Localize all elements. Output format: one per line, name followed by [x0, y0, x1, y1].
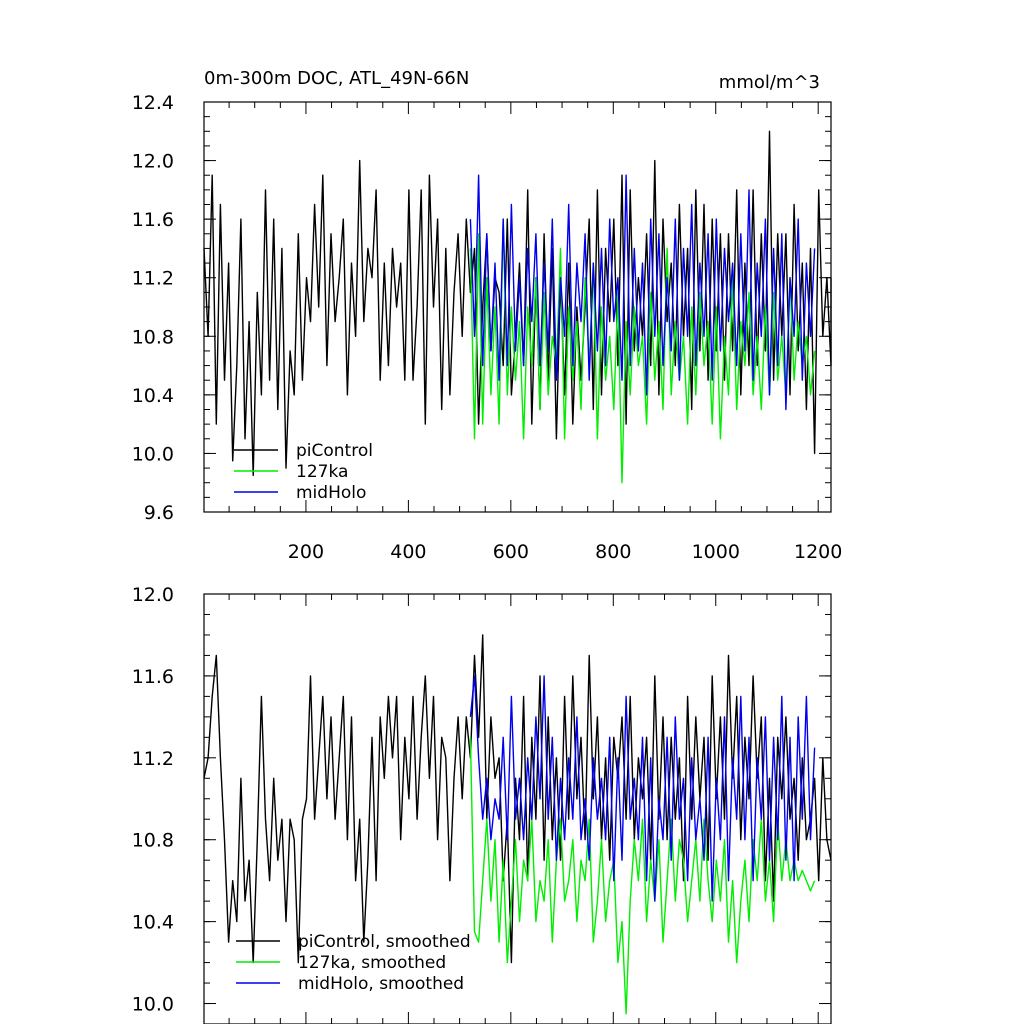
bottom-series-lines — [203, 634, 832, 1015]
x-tick-label: 400 — [390, 541, 426, 563]
legend-label: piControl, smoothed — [298, 932, 471, 952]
legend-label: piControl — [296, 441, 373, 461]
y-tick-label: 12.4 — [132, 92, 174, 114]
top-axis-ticks: 9.6 10.0 10.4 10.8 11.2 11.6 12.0 12.4 200 400 600… — [132, 92, 843, 563]
y-tick-label: 11.6 — [132, 666, 174, 688]
y-tick-label: 9.6 — [144, 502, 174, 524]
y-tick-label: 11.2 — [132, 748, 174, 770]
panel-bottom: 10.0 10.4 10.8 11.2 11.6 12.0 piControl, smoo… — [132, 584, 832, 1024]
chart-title: 0m-300m DOC, ATL_49N-66N — [204, 68, 469, 89]
y-tick-label: 10.0 — [132, 994, 174, 1016]
y-tick-label: 10.0 — [132, 443, 174, 465]
top-plot-frame — [203, 101, 832, 513]
series-line-0 — [203, 130, 832, 477]
y-tick-label: 10.4 — [132, 385, 174, 407]
series-line-2 — [469, 675, 816, 902]
x-tick-label: 1000 — [692, 541, 740, 563]
series-line-0 — [203, 634, 832, 964]
y-tick-label: 12.0 — [132, 151, 174, 173]
x-tick-label: 1200 — [794, 541, 842, 563]
y-tick-label: 10.4 — [132, 912, 174, 934]
x-tick-label: 800 — [595, 541, 631, 563]
series-line-1 — [469, 218, 816, 484]
legend-label: 127ka, smoothed — [298, 953, 446, 973]
x-tick-label: 200 — [288, 541, 324, 563]
bottom-plot-frame — [203, 593, 832, 1024]
bottom-axis-ticks: 10.0 10.4 10.8 11.2 11.6 12.0 — [132, 584, 831, 1024]
top-series-lines — [203, 130, 832, 484]
panel-top: 0m-300m DOC, ATL_49N-66N mmol/m^3 9.6 10.… — [132, 68, 843, 563]
y-tick-label: 11.6 — [132, 209, 174, 231]
x-tick-label: 600 — [493, 541, 529, 563]
y-tick-label: 10.8 — [132, 326, 174, 348]
series-line-1 — [469, 737, 816, 1015]
y-tick-label: 12.0 — [132, 584, 174, 606]
series-line-2 — [469, 174, 816, 411]
y-tick-label: 10.8 — [132, 830, 174, 852]
legend-label: midHolo, smoothed — [298, 974, 464, 994]
legend-label: midHolo — [296, 483, 366, 503]
units-label: mmol/m^3 — [719, 72, 820, 93]
y-tick-label: 11.2 — [132, 268, 174, 290]
legend-label: 127ka — [296, 462, 348, 482]
